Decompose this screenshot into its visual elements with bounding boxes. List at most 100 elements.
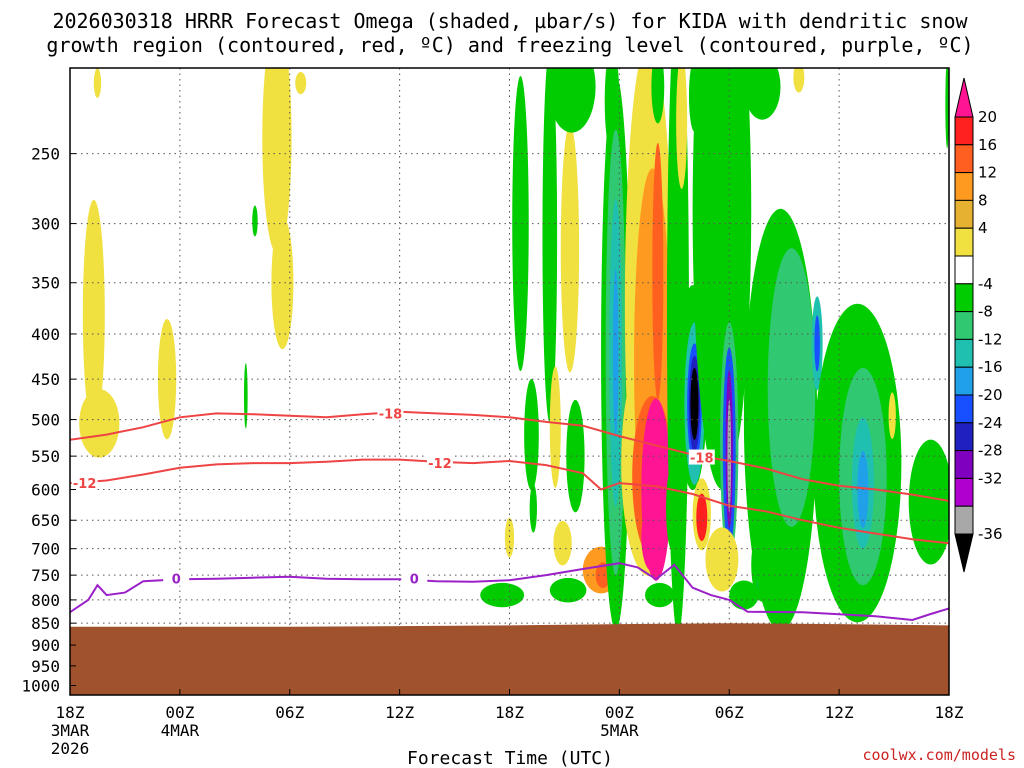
- colorbar-seg-4: [954, 227, 974, 257]
- omega-shade-60: [814, 315, 820, 372]
- omega-shade-6: [252, 205, 258, 237]
- y-tick-label-9: 700: [31, 540, 60, 559]
- colorbar-seg-1: [954, 144, 974, 174]
- x-tick-year-0: 2026: [51, 739, 90, 758]
- omega-shade-65: [908, 439, 949, 565]
- colorbar-seg-bottom: [954, 533, 974, 573]
- omega-shade-22: [645, 582, 675, 608]
- omega-shade-16: [560, 124, 580, 373]
- omega-shade-41: [690, 367, 699, 440]
- y-tick-label-11: 800: [31, 591, 60, 610]
- x-tick-label-1: 00Z: [165, 703, 194, 722]
- credit-text: coolwx.com/models: [862, 746, 1016, 764]
- y-tick-label-6: 550: [31, 447, 60, 466]
- x-tick-label-7: 12Z: [825, 703, 854, 722]
- colorbar-label-11: -28: [978, 442, 1003, 460]
- omega-shade-70: [688, 68, 700, 132]
- omega-shade-51: [727, 399, 732, 513]
- contour-label-2: -12: [73, 477, 97, 492]
- contour-label-4: 0: [172, 573, 181, 588]
- y-tick-label-5: 500: [31, 411, 60, 430]
- contour-label-bg-5: [401, 570, 428, 586]
- contour-2: [70, 562, 949, 622]
- omega-shade-1: [79, 389, 120, 458]
- colorbar-seg-10: [954, 394, 974, 424]
- colorbar-label-5: -4: [978, 275, 993, 293]
- temperature-contours: -18 -18 -12 -12 0 0: [70, 405, 949, 622]
- contour-label-5: 0: [410, 573, 419, 588]
- colorbar-label-8: -16: [978, 358, 1003, 376]
- chart-title-line1: 2026030318 HRRR Forecast Omega (shaded, …: [52, 9, 968, 33]
- omega-shade-72: [793, 68, 805, 93]
- y-tick-label-15: 1000: [21, 677, 60, 696]
- x-tick-label-3: 12Z: [385, 703, 414, 722]
- y-tick-label-12: 850: [31, 614, 60, 633]
- y-tick-label-3: 400: [31, 325, 60, 344]
- terrain-fill: [70, 623, 949, 695]
- omega-shade-67: [547, 68, 596, 133]
- omega-shade-13: [542, 68, 558, 423]
- colorbar-seg-6: [954, 283, 974, 313]
- omega-shade-68: [651, 68, 665, 124]
- omega-shade-15: [549, 366, 561, 488]
- omega-shade-52: [705, 527, 739, 592]
- colorbar-seg-5: [954, 255, 974, 285]
- omega-shade-58: [767, 248, 816, 527]
- omega-shade-36: [666, 68, 689, 636]
- colorbar-label-13: -36: [978, 525, 1003, 543]
- colorbar-label-10: -24: [978, 414, 1003, 432]
- x-tick-label-4: 18Z: [495, 703, 524, 722]
- terrain: [70, 623, 949, 695]
- contour-label-0: -18: [379, 407, 403, 422]
- y-tick-label-13: 900: [31, 636, 60, 655]
- contour-label-3: -12: [428, 457, 452, 472]
- colorbar-seg-top: [954, 77, 974, 118]
- omega-shade-33: [652, 142, 664, 401]
- x-tick-date-5: 5MAR: [600, 721, 639, 740]
- contour-1: [70, 458, 949, 545]
- colorbar-label-6: -8: [978, 303, 993, 321]
- omega-shade-69: [676, 68, 688, 190]
- colorbar-label-4: 4: [978, 219, 988, 237]
- omega-shade-34: [641, 503, 664, 572]
- x-tick-date-1: 4MAR: [161, 721, 200, 740]
- omega-shade-73: [945, 68, 949, 149]
- colorbar-label-7: -12: [978, 330, 1003, 348]
- omega-shade-21: [480, 582, 525, 608]
- colorbar-seg-12: [954, 450, 974, 479]
- colorbar-label-9: -20: [978, 386, 1003, 404]
- x-tick-label-6: 06Z: [715, 703, 744, 722]
- y-tick-label-0: 250: [31, 145, 60, 164]
- y-tick-label-8: 650: [31, 511, 60, 530]
- contour-label-bg-2: [71, 475, 98, 491]
- x-tick-label-0: 18Z: [56, 703, 85, 722]
- colorbar-label-1: 16: [978, 136, 997, 154]
- y-tick-label-7: 600: [31, 481, 60, 500]
- colorbar-label-2: 12: [978, 164, 997, 182]
- contour-0: [70, 410, 949, 502]
- chart-title-line2: growth region (contoured, red, ºC) and f…: [46, 33, 973, 57]
- y-axis: 250 300 350 400 450 500 550 600 650 700 750 800 850 9…: [21, 145, 76, 696]
- plot-area: -18 -18 -12 -12 0 0: [69, 67, 950, 696]
- y-tick-label-10: 750: [31, 566, 60, 585]
- omega-shade-14: [553, 520, 572, 566]
- y-tick-label-1: 300: [31, 215, 60, 234]
- x-tick-date-0: 3MAR: [51, 721, 90, 740]
- colorbar-label-12: -32: [978, 469, 1003, 487]
- colorbar-seg-0: [954, 116, 974, 146]
- omega-shade-2: [157, 318, 177, 440]
- contour-label-bg-4: [163, 570, 190, 586]
- omega-shade-12: [529, 483, 537, 533]
- colorbar-seg-13: [954, 477, 974, 507]
- colorbar: 20 16 12 8 4 -4 -8 -12 -16 -20 -24 -28 -32 -36: [954, 77, 1003, 573]
- omega-shade-43: [696, 493, 708, 542]
- omega-shade-9: [512, 76, 529, 372]
- colorbar-seg-3: [954, 199, 974, 229]
- y-tick-label-4: 450: [31, 370, 60, 389]
- colorbar-seg-2: [954, 172, 974, 201]
- omega-shade-3: [243, 363, 248, 429]
- omega-shade-71: [743, 68, 781, 120]
- y-tick-label-2: 350: [31, 274, 60, 293]
